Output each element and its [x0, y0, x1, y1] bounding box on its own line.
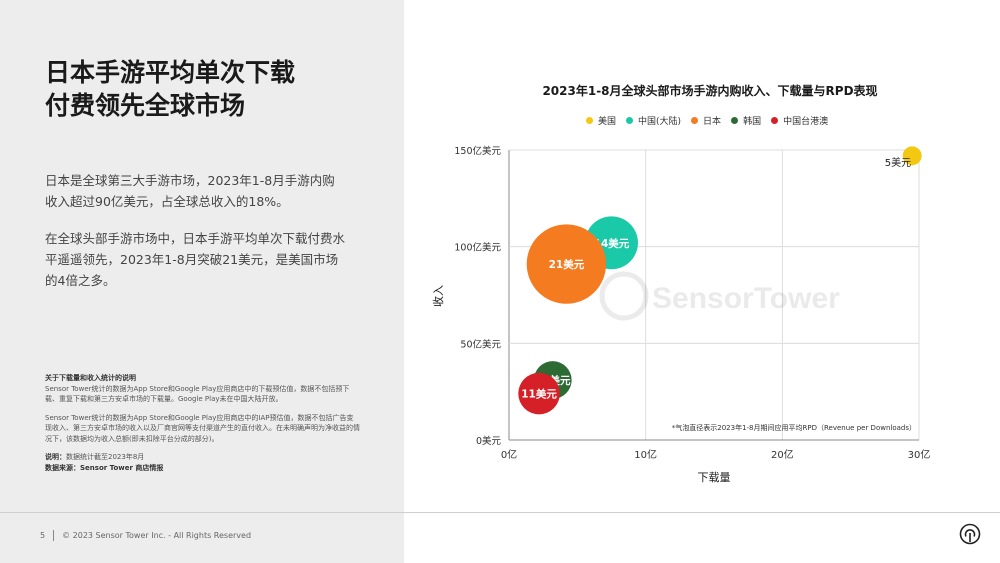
notes-downloads: Sensor Tower统计的数据为App Store和Google Play应…: [45, 384, 350, 404]
y-tick-label: 150亿美元: [454, 145, 501, 157]
bubble-label: 11美元: [521, 388, 557, 401]
source-text: Sensor Tower 商店情报: [80, 463, 164, 472]
title-line-2: 付费领先全球市场: [45, 91, 246, 120]
y-tick-label: 100亿美元: [454, 242, 501, 254]
y-tick-label: 50亿美元: [460, 338, 501, 350]
y-tick-label: 0美元: [476, 435, 502, 447]
notes-heading: 关于下载量和收入统计的说明: [45, 374, 136, 382]
chart-legend: 美国 中国(大陆) 日本 韩国 中国台港澳: [586, 114, 828, 127]
paragraph-market: 日本是全球第三大手游市场，2023年1-8月手游内购收入超过90亿美元，占全球总…: [45, 173, 335, 209]
note-label: 说明：: [45, 453, 66, 461]
title-line-1: 日本手游平均单次下载: [45, 58, 296, 87]
source-label: 数据来源：: [45, 463, 80, 472]
page-number: 5: [40, 531, 46, 540]
legend-item: 中国台港澳: [771, 114, 828, 127]
legend-item: 美国: [586, 114, 616, 127]
notes-section: 关于下载量和收入统计的说明 Sensor Tower统计的数据为App Stor…: [45, 373, 360, 473]
bubble-label: 21美元: [549, 258, 585, 271]
legend-dot-icon: [626, 117, 634, 124]
legend-dot-icon: [586, 117, 593, 124]
footer-separator: [53, 530, 55, 541]
notes-date: 说明：数据统计截至2023年8月: [45, 452, 360, 463]
legend-label: 中国(大陆): [638, 117, 682, 127]
left-panel: 日本手游平均单次下载 付费领先全球市场 日本是全球第三大手游市场，2023年1-…: [0, 0, 404, 563]
note-text: 数据统计截至2023年8月: [66, 453, 145, 461]
bubble-美国: [902, 146, 922, 166]
notes-source: 数据来源：Sensor Tower 商店情报: [45, 463, 360, 474]
footer-divider: [0, 512, 1000, 513]
notes-revenue: Sensor Tower统计的数据为App Store和Google Play应…: [45, 413, 360, 443]
legend-item: 日本: [691, 114, 721, 127]
legend-dot-icon: [731, 117, 739, 124]
y-axis-label: 收入: [431, 285, 445, 307]
bubble-中国台港澳: [518, 372, 560, 415]
svg-text:SensorTower: SensorTower: [652, 282, 840, 315]
legend-label: 美国: [598, 117, 617, 127]
x-tick-label: 10亿: [634, 448, 657, 461]
footer: 5 © 2023 Sensor Tower Inc. - All Rights R…: [40, 530, 251, 541]
legend-item: 中国(大陆): [626, 114, 681, 127]
x-tick-label: 30亿: [908, 448, 931, 461]
copyright: © 2023 Sensor Tower Inc. - All Rights Re…: [62, 531, 252, 540]
chart-annotation: *气泡直径表示2023年1-8月期间应用平均RPD（Revenue per Do…: [672, 423, 916, 432]
bubble-日本: [526, 224, 607, 304]
legend-label: 日本: [703, 117, 722, 127]
legend-dot-icon: [771, 117, 779, 124]
chart-title: 2023年1-8月全球头部市场手游内购收入、下载量与RPD表现: [542, 84, 878, 98]
paragraph-rpd: 在全球头部手游市场中，日本手游平均单次下载付费水平遥遥领先，2023年1-8月突…: [45, 231, 346, 288]
legend-label: 中国台港澳: [783, 117, 829, 127]
legend-dot-icon: [691, 117, 699, 124]
bubble-label: 5美元: [885, 156, 911, 169]
sensor-tower-logo-icon: [959, 523, 981, 549]
page-title: 日本手游平均单次下载 付费领先全球市场: [45, 56, 295, 122]
sensor-tower-watermark: SensorTower: [599, 271, 840, 321]
x-tick-label: 20亿: [771, 448, 794, 461]
x-axis-label: 下载量: [698, 471, 731, 484]
legend-label: 韩国: [743, 117, 762, 127]
x-tick-label: 0亿: [501, 448, 517, 461]
bubble-label: 14美元: [594, 237, 630, 250]
legend-item: 韩国: [731, 114, 761, 127]
